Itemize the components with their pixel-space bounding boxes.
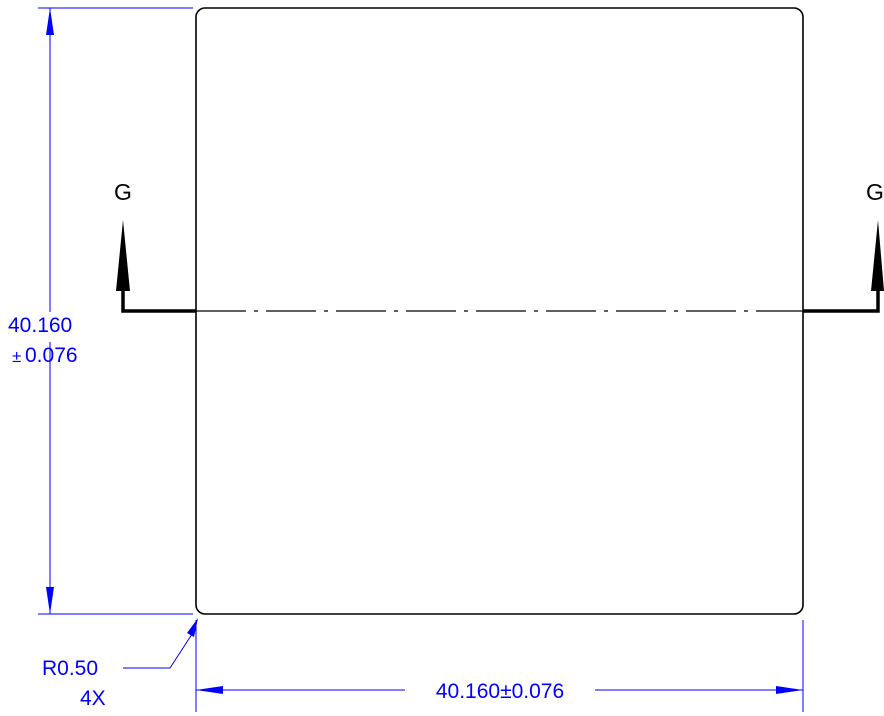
radius-leader-arrow-icon: [187, 618, 198, 637]
section-arrow-left-icon: [116, 220, 130, 291]
vertical-dimension-tolerance-symbol: ±: [12, 347, 21, 366]
section-line-right: [803, 290, 880, 313]
radius-count: 4X: [80, 687, 106, 710]
section-arrow-right-icon: [871, 220, 884, 291]
section-marker-left: G: [114, 179, 196, 313]
dimension-arrow-up-icon: [46, 8, 54, 35]
section-marker-right: G: [803, 179, 884, 313]
vertical-dimension-tolerance: 0.076: [25, 344, 78, 367]
section-label-left: G: [114, 179, 132, 205]
section-label-right: G: [866, 179, 884, 205]
horizontal-dimension: 40.160±0.076: [195, 620, 804, 712]
dimension-arrow-left-icon: [196, 686, 223, 694]
radius-value: R0.50: [42, 657, 98, 680]
radius-callout: R0.50 4X: [42, 618, 198, 710]
radius-leader-line: [123, 627, 197, 669]
vertical-dimension-value: 40.160: [8, 314, 72, 337]
vertical-dimension: 40.160 ± 0.076: [8, 7, 193, 615]
horizontal-dimension-text: 40.160±0.076: [436, 680, 564, 703]
section-line-left: [121, 290, 196, 313]
dimension-arrow-down-icon: [46, 587, 54, 614]
dimension-arrow-right-icon: [776, 686, 803, 694]
